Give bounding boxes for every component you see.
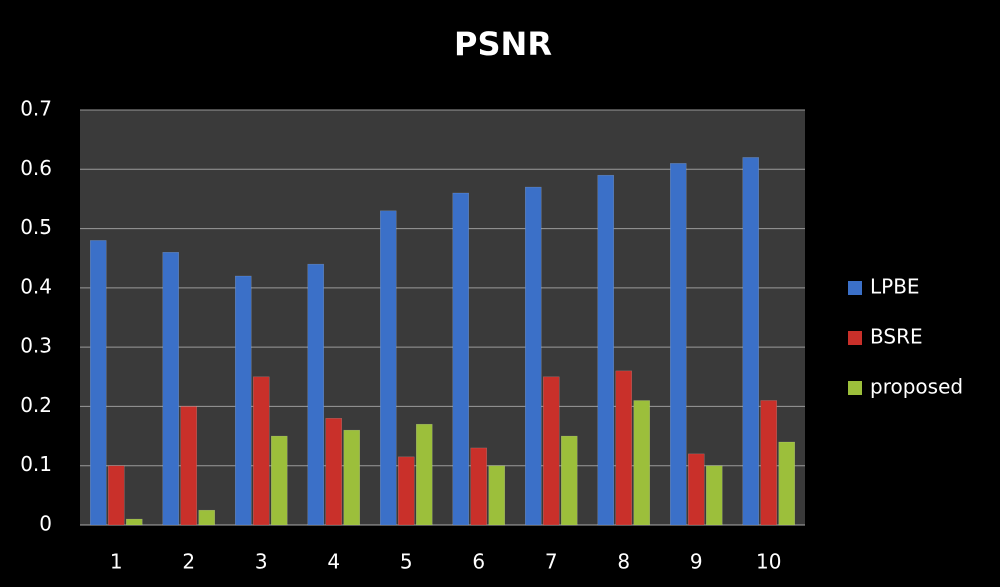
bar [271, 435, 288, 526]
bar [416, 423, 433, 526]
legend-label: BSRE [870, 325, 923, 349]
bar [108, 465, 125, 526]
bar [561, 435, 578, 526]
bar [180, 406, 197, 526]
x-tick-label: 5 [400, 550, 413, 574]
legend-swatch [848, 381, 862, 395]
x-tick-label: 1 [110, 550, 123, 574]
y-tick-label: 0.6 [20, 156, 52, 180]
bar [525, 186, 542, 526]
bar [543, 376, 560, 526]
bar [633, 400, 650, 526]
bar [470, 447, 487, 526]
bar [343, 429, 360, 526]
x-tick-label: 9 [690, 550, 703, 574]
x-tick-label: 6 [472, 550, 485, 574]
legend-label: LPBE [870, 275, 920, 299]
x-tick-label: 2 [182, 550, 195, 574]
legend-swatch [848, 281, 862, 295]
y-tick-label: 0.5 [20, 215, 52, 239]
bar [90, 240, 107, 526]
x-tick-label: 3 [255, 550, 268, 574]
x-tick-label: 4 [327, 550, 340, 574]
bar [253, 376, 270, 526]
bar [162, 252, 179, 526]
x-tick-label: 10 [756, 550, 781, 574]
legend-swatch [848, 331, 862, 345]
bar [198, 509, 215, 526]
bar [325, 418, 342, 526]
y-tick-label: 0 [39, 512, 52, 536]
y-tick-label: 0.4 [20, 274, 52, 298]
y-tick-label: 0.3 [20, 334, 52, 358]
bar [742, 157, 759, 526]
y-tick-label: 0.2 [20, 393, 52, 417]
bar [688, 453, 705, 526]
bar [615, 370, 632, 526]
bar [380, 210, 397, 526]
y-tick-label: 0.7 [20, 97, 52, 121]
bar [778, 441, 795, 526]
x-tick-label: 8 [617, 550, 630, 574]
bar [670, 163, 687, 526]
x-tick-label: 7 [545, 550, 558, 574]
bar [488, 465, 505, 526]
bar [760, 400, 777, 526]
bar [398, 456, 415, 526]
bar [597, 174, 614, 526]
chart-title: PSNR [454, 25, 552, 63]
bar [235, 275, 252, 526]
bar [126, 518, 143, 526]
bar [452, 192, 469, 526]
bar [706, 465, 723, 526]
y-tick-label: 0.1 [20, 452, 52, 476]
legend-label: proposed [870, 375, 963, 399]
bar [307, 263, 324, 526]
